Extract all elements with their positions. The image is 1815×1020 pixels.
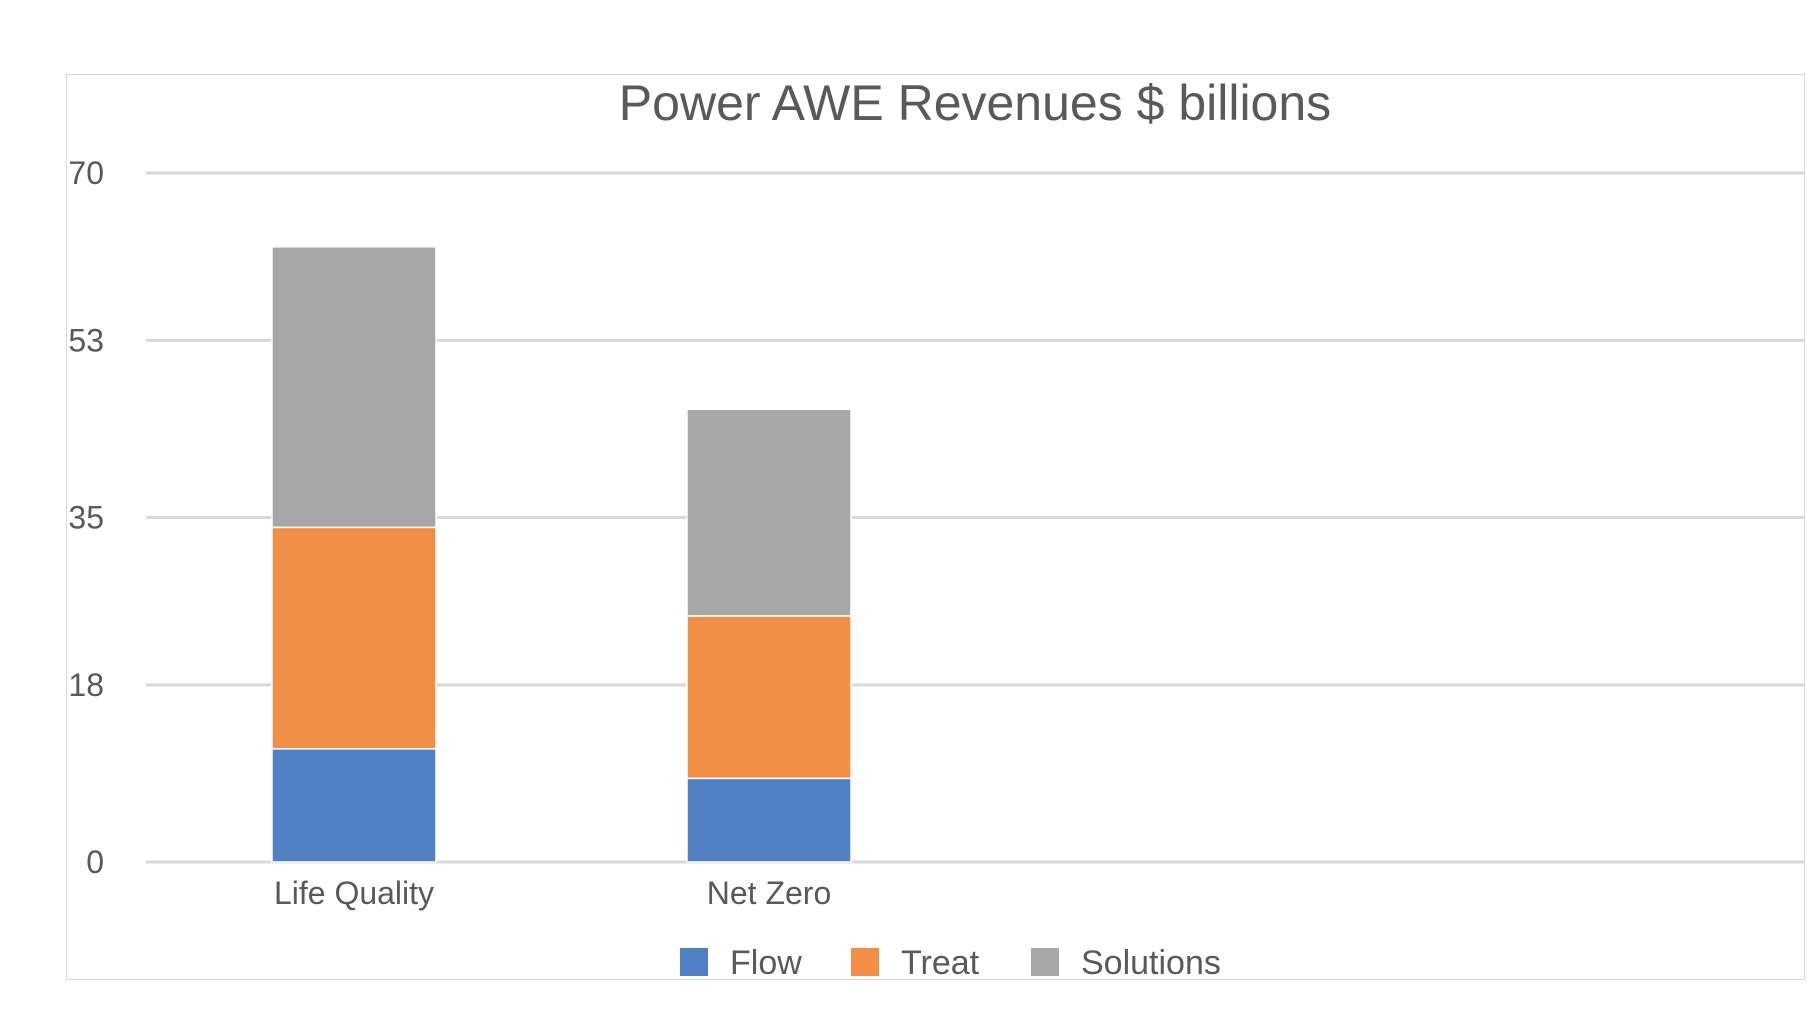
legend-label: Treat xyxy=(901,944,980,982)
x-category-label: Net Zero xyxy=(707,875,831,911)
bar-segment-solutions xyxy=(271,246,437,529)
bars xyxy=(271,246,852,863)
x-category-label: Life Quality xyxy=(274,875,434,911)
legend: Flow Treat Solutions xyxy=(680,944,1221,982)
y-axis-ticks: 0 18 35 53 70 xyxy=(68,155,104,880)
legend-label: Flow xyxy=(730,944,802,982)
y-tick-label: 0 xyxy=(86,844,104,880)
bar-segment-treat xyxy=(686,615,852,780)
bar-segment-flow xyxy=(686,777,852,863)
chart-title: Power AWE Revenues $ billions xyxy=(619,75,1331,131)
y-tick-label: 35 xyxy=(68,500,104,536)
bar-segment-treat xyxy=(271,526,437,750)
legend-swatch-flow xyxy=(680,948,708,976)
bar-segment-flow xyxy=(271,748,437,863)
x-axis-categories: Life Quality Net Zero xyxy=(274,875,831,911)
bar-segment-solutions xyxy=(686,408,852,617)
legend-swatch-solutions xyxy=(1031,948,1059,976)
y-tick-label: 53 xyxy=(68,322,104,358)
y-tick-label: 70 xyxy=(68,155,104,191)
y-tick-label: 18 xyxy=(68,667,104,703)
legend-label: Solutions xyxy=(1081,944,1221,982)
legend-swatch-treat xyxy=(851,948,879,976)
